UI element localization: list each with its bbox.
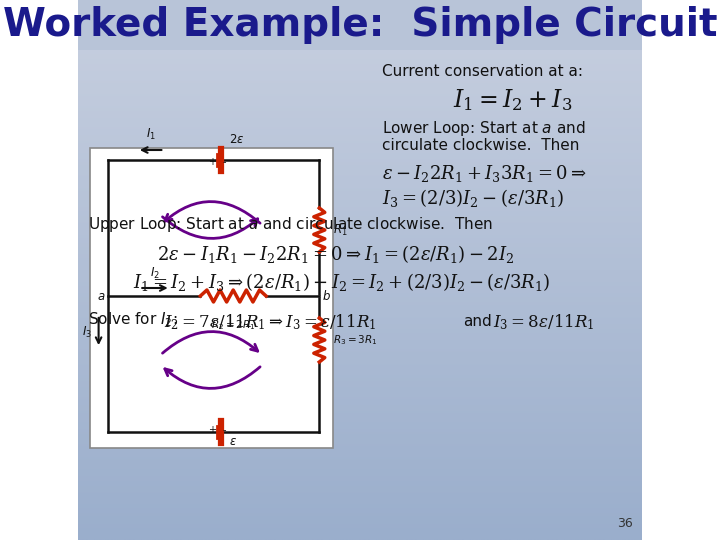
Text: and: and [463, 314, 492, 329]
Text: $2\varepsilon$: $2\varepsilon$ [229, 133, 245, 146]
Text: Current conservation at a:: Current conservation at a: [382, 64, 583, 79]
Text: $I_3 = (2/3)I_2 - (\varepsilon/3R_1)$: $I_3 = (2/3)I_2 - (\varepsilon/3R_1)$ [382, 187, 564, 209]
FancyBboxPatch shape [90, 148, 333, 448]
Text: $R_2{=}2R_1$: $R_2{=}2R_1$ [211, 318, 256, 332]
FancyArrowPatch shape [165, 201, 260, 223]
Text: $R_1$: $R_1$ [333, 222, 348, 238]
Text: 36: 36 [616, 517, 632, 530]
Text: -: - [223, 157, 226, 167]
Text: $I_3$: $I_3$ [82, 325, 92, 340]
Text: b: b [323, 289, 330, 302]
Text: $I_2 = 7\varepsilon/11R_1 \Rightarrow I_3 = \varepsilon/11R_1$: $I_2 = 7\varepsilon/11R_1 \Rightarrow I_… [164, 312, 377, 332]
FancyArrowPatch shape [165, 367, 260, 388]
Text: +: + [208, 425, 216, 435]
Text: $I_1 = I_2 + I_3$: $I_1 = I_2 + I_3$ [453, 87, 572, 113]
Bar [78, 0, 642, 50]
FancyArrowPatch shape [163, 217, 258, 239]
FancyArrowPatch shape [163, 332, 258, 353]
Text: -: - [223, 425, 226, 435]
Text: $I_2$: $I_2$ [150, 266, 160, 281]
Text: circulate clockwise.  Then: circulate clockwise. Then [382, 138, 580, 153]
Text: $\varepsilon - I_2 2R_1 + I_3 3R_1 = 0 \Rightarrow$: $\varepsilon - I_2 2R_1 + I_3 3R_1 = 0 \… [382, 163, 587, 184]
Text: +: + [208, 157, 216, 167]
Text: Lower Loop: Start at $a$ and: Lower Loop: Start at $a$ and [382, 118, 585, 138]
Text: $R_3{=}3R_1$: $R_3{=}3R_1$ [333, 333, 378, 347]
Text: $2\varepsilon - I_1 R_1 - I_2 2R_1 = 0 \Rightarrow I_1 = (2\varepsilon/R_1) - 2I: $2\varepsilon - I_1 R_1 - I_2 2R_1 = 0 \… [156, 243, 514, 265]
Text: Solve for $I_2$:: Solve for $I_2$: [88, 310, 177, 329]
Text: Worked Example:  Simple Circuit: Worked Example: Simple Circuit [3, 6, 717, 44]
Text: $I_1 = I_2 + I_3 \Rightarrow (2\varepsilon/R_1) - I_2 = I_2 + (2/3)I_2 - (\varep: $I_1 = I_2 + I_3 \Rightarrow (2\varepsil… [133, 271, 551, 293]
Text: $I_1$: $I_1$ [146, 127, 156, 142]
Text: a: a [98, 289, 105, 302]
Text: $\varepsilon$: $\varepsilon$ [229, 435, 237, 448]
Text: $I_3 = 8\varepsilon/11R_1$: $I_3 = 8\varepsilon/11R_1$ [493, 312, 595, 332]
Text: Upper Loop: Start at $a$ and circulate clockwise.  Then: Upper Loop: Start at $a$ and circulate c… [88, 214, 492, 233]
